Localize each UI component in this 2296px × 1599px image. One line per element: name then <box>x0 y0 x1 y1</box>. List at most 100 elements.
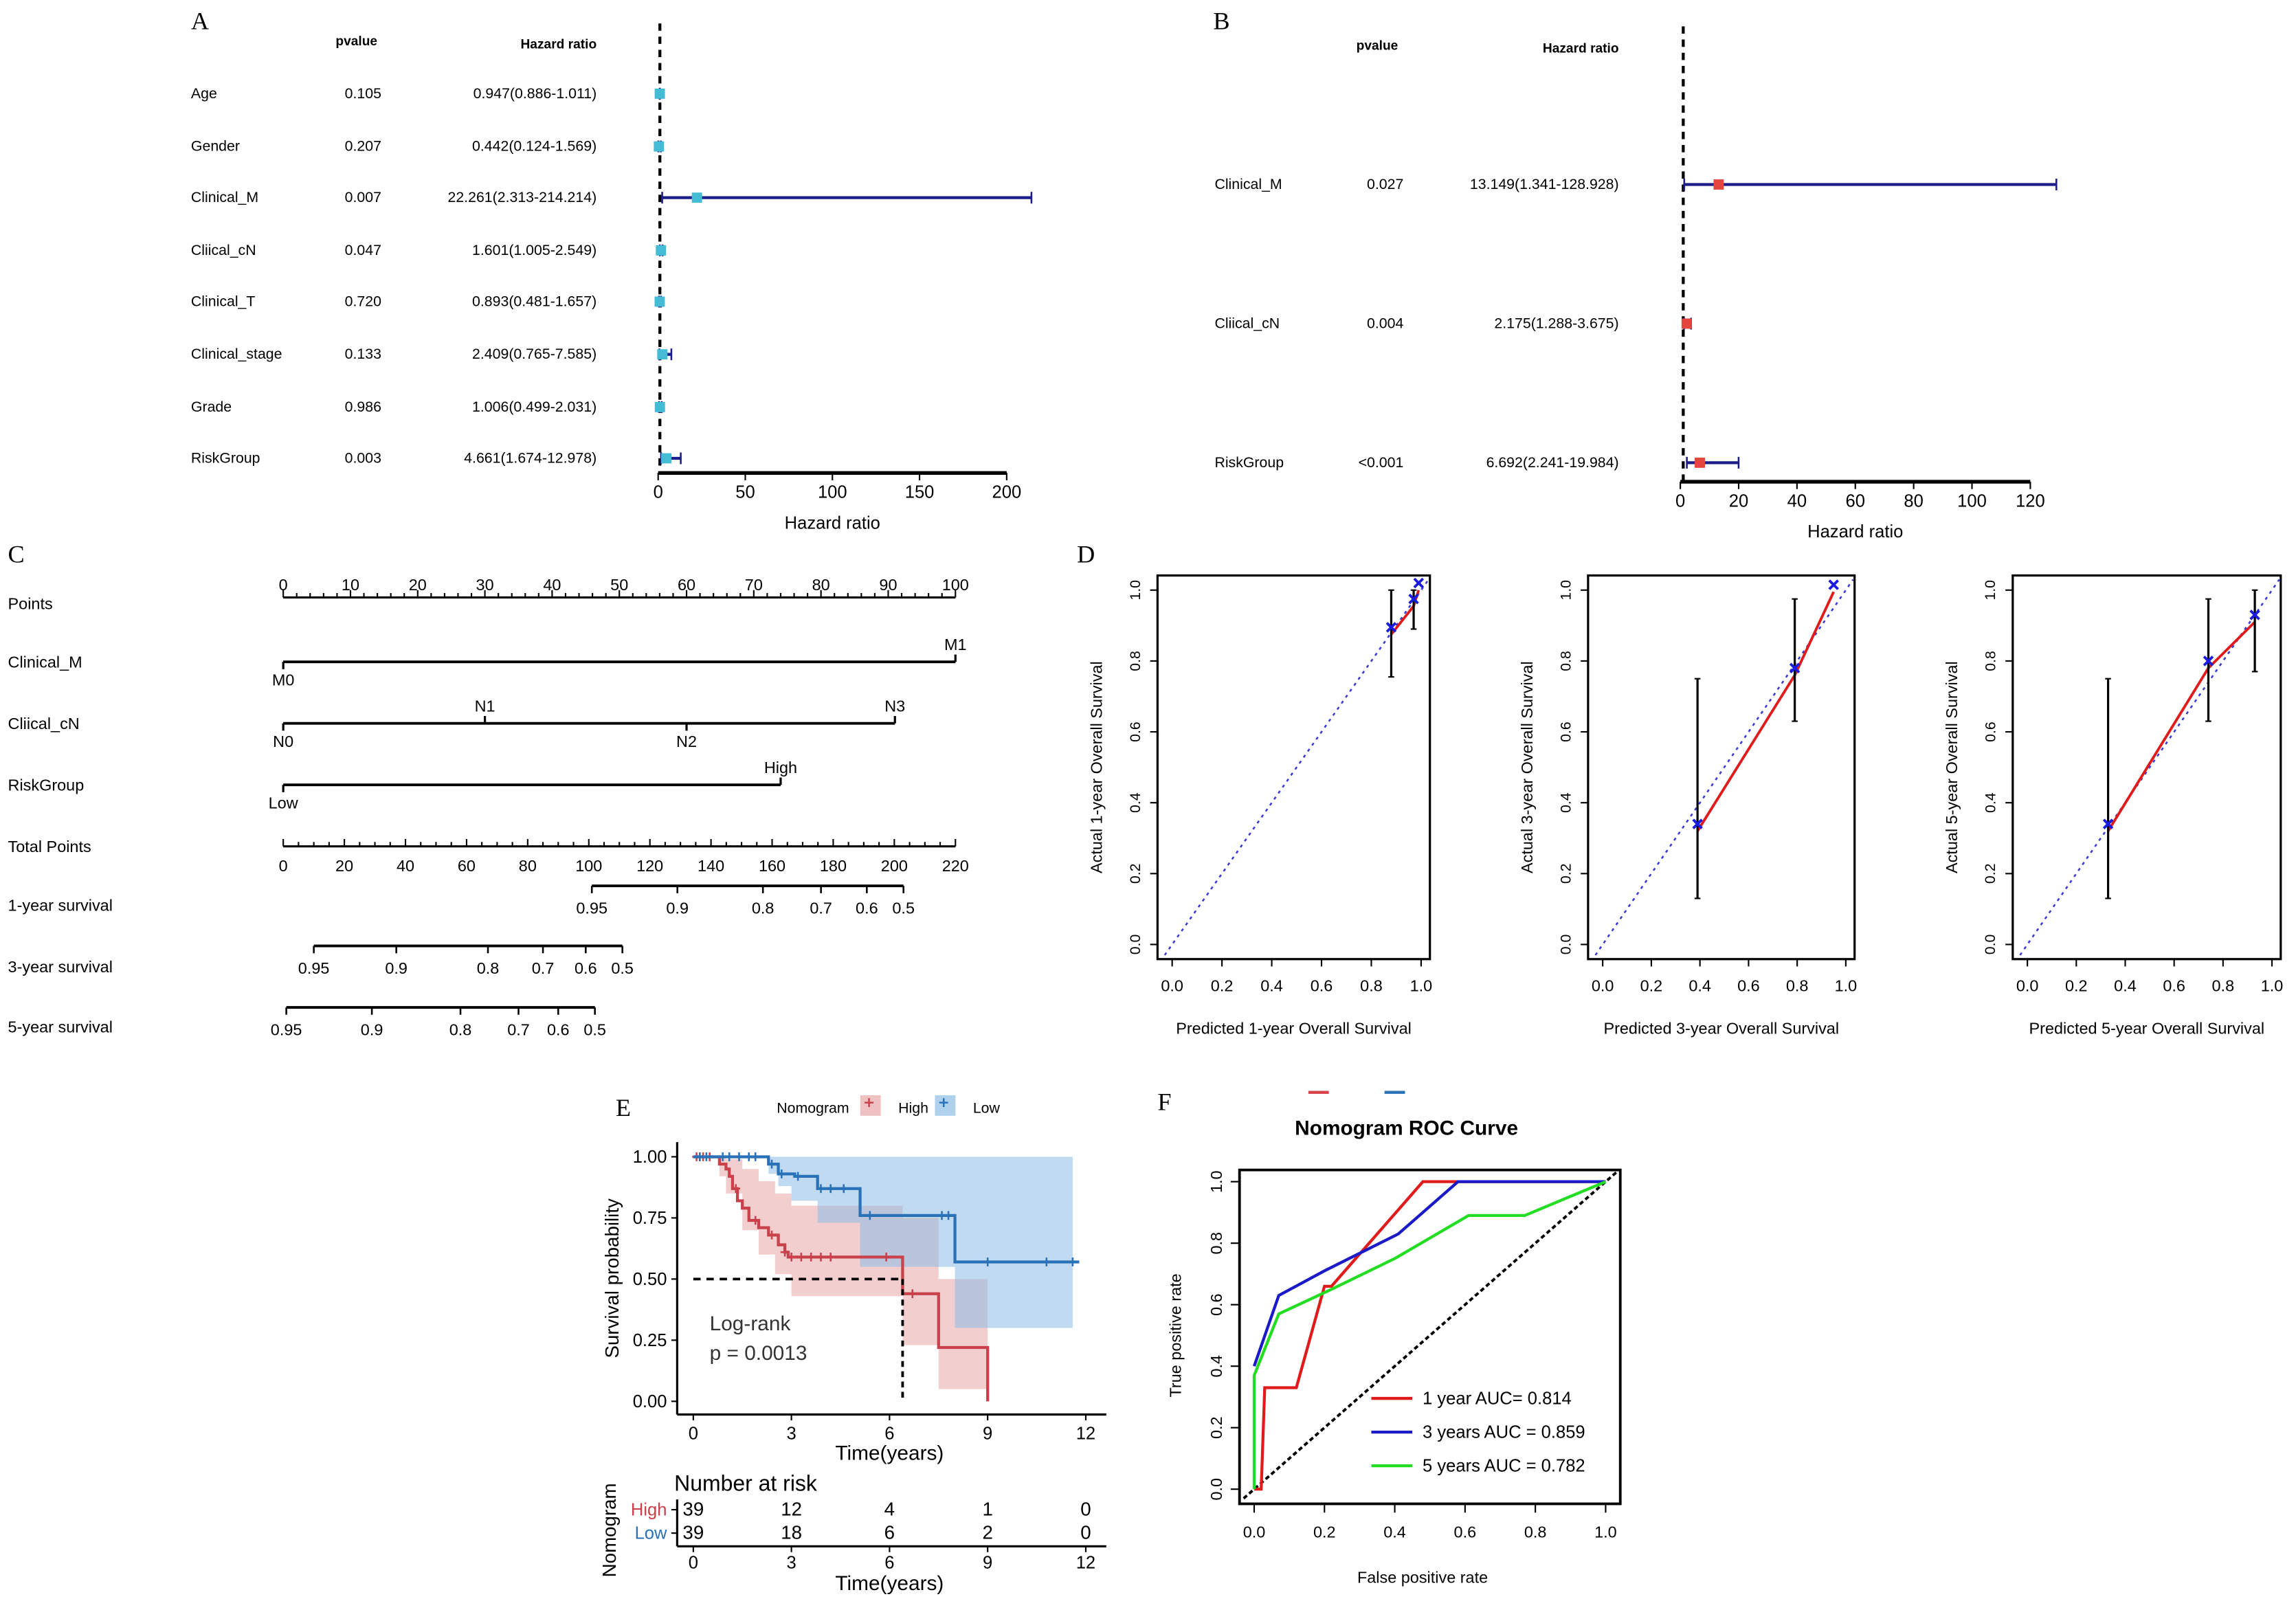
x-tick-label: 0 <box>689 1424 698 1444</box>
x-tick-label: 1.0 <box>1410 977 1433 995</box>
row-pvalue: 0.133 <box>345 346 381 362</box>
x-tick-label: 0.2 <box>2065 977 2088 995</box>
x-axis-label: False positive rate <box>1357 1569 1488 1587</box>
legend-label-2: 3 years AUC = 0.859 <box>1423 1423 1585 1442</box>
x-axis-label: Hazard ratio <box>785 513 880 533</box>
x-tick-label: 0.6 <box>1311 977 1333 995</box>
total-points-tick-label: 220 <box>942 857 969 875</box>
x-tick-label: 100 <box>818 483 847 502</box>
y-tick-label: 1.0 <box>1557 580 1574 601</box>
x-tick-label: 0 <box>1675 491 1685 511</box>
row-label: Cliical_cN <box>1214 315 1280 331</box>
legend-label-low: Low <box>973 1100 1001 1117</box>
hazard-ratio-marker <box>657 349 668 360</box>
risk-table-title: Number at risk <box>674 1471 818 1495</box>
x-tick-label: 0.8 <box>1524 1523 1547 1541</box>
row-label: RiskGroup <box>191 449 260 466</box>
risk-y-axis-label: Nomogram <box>599 1483 620 1577</box>
survival-tick-label: 0.8 <box>477 959 500 977</box>
pvalue-header: pvalue <box>1357 38 1398 53</box>
x-tick-label: 0.8 <box>2212 977 2235 995</box>
risk-count: 18 <box>781 1522 802 1543</box>
total-points-tick-label: 80 <box>519 857 537 875</box>
hazard-ratio-marker <box>654 401 665 412</box>
survival-tick-label: 0.5 <box>611 959 634 977</box>
x-tick-label: 0.0 <box>1592 977 1614 995</box>
x-marker <box>2203 656 2214 667</box>
row-label: Clinical_T <box>191 293 256 309</box>
level-label: N0 <box>273 733 293 750</box>
panel-label-c: C <box>8 540 25 568</box>
points-tick-label: 10 <box>342 576 359 594</box>
x-tick-label: 3 <box>787 1424 796 1444</box>
y-tick-label: 0.6 <box>1207 1293 1225 1316</box>
hazard-ratio-marker <box>661 453 671 464</box>
y-tick-label: 0.8 <box>1127 651 1144 671</box>
hazard-ratio-header: Hazard ratio <box>1543 42 1619 56</box>
row-label: Clinical_M <box>191 189 258 205</box>
risk-row-label: Low <box>635 1524 667 1543</box>
row-pvalue: 0.027 <box>1367 176 1403 192</box>
risk-x-tick-label: 0 <box>689 1553 698 1572</box>
x-tick-label: 60 <box>1846 491 1865 511</box>
x-tick-label: 0.0 <box>1161 977 1183 995</box>
survival-tick-label: 0.7 <box>507 1021 530 1039</box>
x-tick-label: 0.6 <box>2163 977 2185 995</box>
y-tick-label: 0.75 <box>633 1209 667 1228</box>
y-tick-label: 0.6 <box>1557 722 1574 742</box>
row-hazard-ratio: 1.601(1.005-2.549) <box>472 242 597 258</box>
risk-x-tick-label: 12 <box>1076 1553 1095 1572</box>
legend-title: Nomogram <box>777 1100 849 1117</box>
x-tick-label: 9 <box>983 1424 992 1444</box>
ideal-line <box>1594 579 1854 956</box>
points-tick-label: 100 <box>942 576 969 594</box>
survival-tick-label: 0.95 <box>271 1021 302 1039</box>
survival-scale-label: 3-year survival <box>8 958 113 976</box>
panel-label-e: E <box>616 1094 631 1121</box>
survival-scale-label: 1-year survival <box>8 896 113 914</box>
x-marker <box>2102 818 2114 829</box>
points-tick-label: 40 <box>543 576 561 594</box>
x-axis-label: Predicted 5-year Overall Survival <box>2029 1019 2265 1037</box>
hazard-ratio-marker <box>654 296 665 307</box>
survival-tick-label: 0.8 <box>752 899 774 917</box>
level-label: M0 <box>272 671 295 689</box>
points-tick-label: 90 <box>879 576 897 594</box>
row-hazard-ratio: 4.661(1.674-12.978) <box>464 449 597 466</box>
row-hazard-ratio: 6.692(2.241-19.984) <box>1486 454 1619 471</box>
ideal-line <box>2019 579 2280 956</box>
roc-curve-1 <box>1253 1180 1606 1491</box>
survival-tick-label: 0.8 <box>449 1021 472 1039</box>
log-rank-label: Log-rank <box>710 1312 791 1335</box>
points-tick-label: 0 <box>279 576 288 594</box>
risk-count: 0 <box>1080 1499 1091 1520</box>
row-label: Age <box>191 85 217 102</box>
level-label: High <box>764 759 797 776</box>
x-tick-label: 50 <box>735 483 755 502</box>
row-label: Clinical_stage <box>191 346 282 362</box>
survival-tick-label: 0.5 <box>892 899 915 917</box>
total-points-tick-label: 60 <box>458 857 476 875</box>
x-tick-label: 0.8 <box>1360 977 1383 995</box>
x-tick-label: 0.4 <box>2114 977 2137 995</box>
row-hazard-ratio: 1.006(0.499-2.031) <box>472 399 597 415</box>
risk-count: 39 <box>682 1499 704 1520</box>
x-tick-label: 0.4 <box>1688 977 1711 995</box>
survival-tick-label: 0.7 <box>532 959 555 977</box>
points-tick-label: 80 <box>812 576 830 594</box>
y-tick-label: 0.4 <box>1127 792 1144 813</box>
survival-tick-label: 0.9 <box>666 899 689 917</box>
risk-count: 12 <box>781 1499 802 1520</box>
variable-label: Cliical_cN <box>8 715 80 733</box>
x-tick-label: 0.2 <box>1211 977 1234 995</box>
roc-curve-3 <box>1252 1180 1607 1490</box>
risk-x-tick-label: 9 <box>983 1553 992 1572</box>
hazard-ratio-marker <box>654 141 665 152</box>
x-tick-label: 0.0 <box>1243 1523 1266 1541</box>
row-pvalue: 0.004 <box>1367 315 1403 331</box>
y-axis-label: Actual 1-year Overall Survival <box>1087 661 1105 873</box>
y-tick-label: 0.2 <box>1127 864 1144 884</box>
risk-count: 1 <box>982 1499 992 1520</box>
risk-row-label: High <box>631 1501 667 1520</box>
